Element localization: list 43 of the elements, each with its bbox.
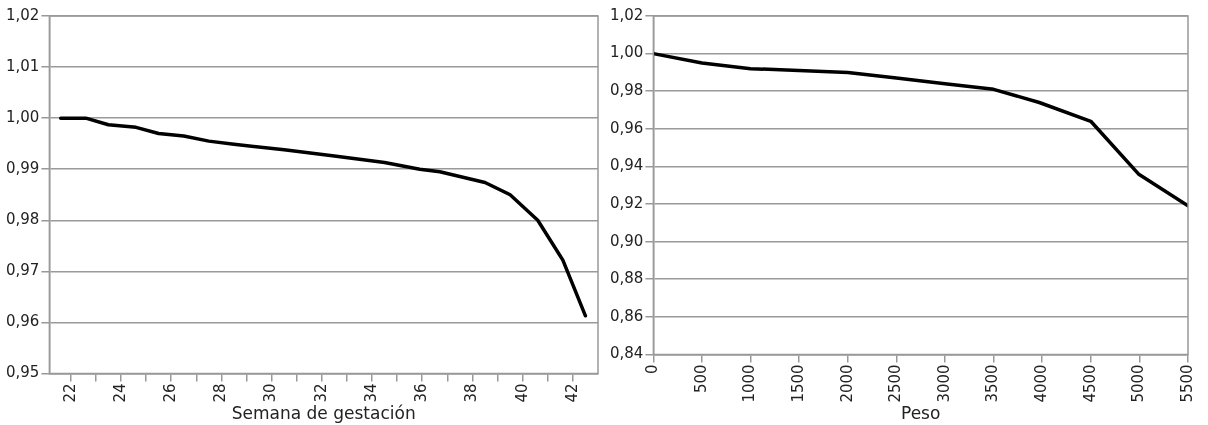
x-tick-label: 5000 [1129,364,1148,403]
y-tick-label: 0,88 [609,269,644,288]
x-tick-label: 24 [110,383,129,403]
y-tick-label: 0,95 [5,363,40,382]
x-tick-label: 5500 [1177,364,1196,403]
x-tick-label: 0 [643,364,662,374]
x-tick-label: 40 [512,383,531,403]
x-tick-label: 4000 [1032,364,1051,403]
x-tick-label: 42 [562,383,581,403]
x-tick-label: 38 [462,383,481,403]
y-tick-label: 0,96 [5,312,40,331]
y-tick-label: 0,92 [609,193,644,212]
x-tick-label: 34 [361,383,380,403]
x-tick-label: 30 [261,383,280,403]
y-tick-label: 1,02 [609,5,644,24]
x-tick-label: 26 [161,383,180,403]
y-tick-label: 1,00 [609,43,644,62]
x-tick-label: 3500 [983,364,1002,403]
y-tick-label: 0,84 [609,344,644,363]
x-tick-label: 4500 [1080,364,1099,403]
x-tick-label: 1500 [789,364,808,403]
y-tick-label: 1,00 [5,108,40,127]
x-tick-label: 3000 [934,364,953,403]
y-tick-label: 0,86 [609,306,644,325]
y-tick-label: 0,98 [609,81,644,100]
x-tick-label: 28 [211,383,230,403]
y-tick-label: 0,97 [5,261,40,280]
x-axis-title: Peso [901,403,941,424]
y-tick-label: 0,90 [609,231,644,250]
y-tick-label: 0,99 [5,159,40,178]
y-tick-label: 0,98 [5,210,40,229]
y-tick-label: 0,94 [609,156,644,175]
x-tick-label: 22 [60,383,79,403]
x-tick-label: 2500 [886,364,905,403]
x-tick-label: 2000 [837,364,856,403]
y-tick-label: 0,96 [609,118,644,137]
y-tick-label: 1,01 [5,56,40,75]
x-tick-label: 500 [691,364,710,394]
y-tick-label: 1,02 [5,5,40,24]
x-tick-label: 1000 [740,364,759,403]
x-tick-label: 36 [412,383,431,403]
x-tick-label: 32 [311,383,330,403]
x-axis-title: Semana de gestación [231,403,416,424]
